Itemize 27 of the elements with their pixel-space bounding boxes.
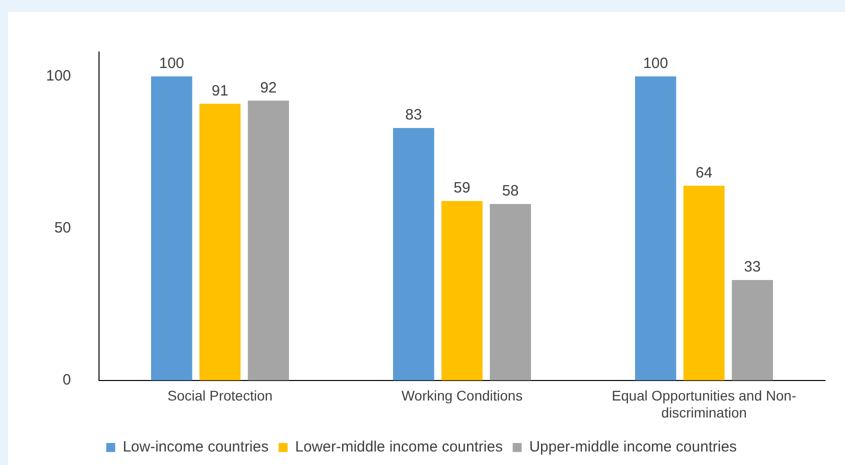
x-tick-label: Social Protection bbox=[167, 388, 273, 404]
data-label: 59 bbox=[454, 180, 470, 197]
y-tick-label: 0 bbox=[62, 372, 72, 389]
legend-label: Lower-middle income countries bbox=[295, 438, 503, 456]
bar bbox=[393, 128, 434, 380]
bar bbox=[248, 100, 289, 380]
data-label: 83 bbox=[405, 106, 422, 124]
bar bbox=[199, 104, 241, 380]
legend-label: Low-income countries bbox=[122, 438, 269, 456]
bar bbox=[732, 280, 773, 380]
data-label: 92 bbox=[260, 79, 277, 96]
legend-label: Upper-middle income countries bbox=[529, 438, 737, 456]
data-label: 58 bbox=[502, 182, 519, 200]
bar bbox=[490, 204, 531, 380]
data-label: 91 bbox=[212, 82, 228, 100]
x-tick-label: Equal Opportunities and Non-discrimination bbox=[612, 388, 797, 420]
data-label: 100 bbox=[159, 54, 184, 72]
data-label: 33 bbox=[744, 258, 761, 276]
bar bbox=[151, 76, 192, 380]
bar bbox=[683, 186, 725, 380]
bar bbox=[635, 76, 676, 380]
x-tick-label: Working Conditions bbox=[401, 388, 523, 404]
y-tick-label: 100 bbox=[46, 67, 72, 84]
bar bbox=[441, 200, 483, 380]
data-label: 64 bbox=[696, 164, 712, 182]
data-label: 100 bbox=[643, 54, 668, 72]
y-tick-label: 50 bbox=[54, 220, 72, 237]
